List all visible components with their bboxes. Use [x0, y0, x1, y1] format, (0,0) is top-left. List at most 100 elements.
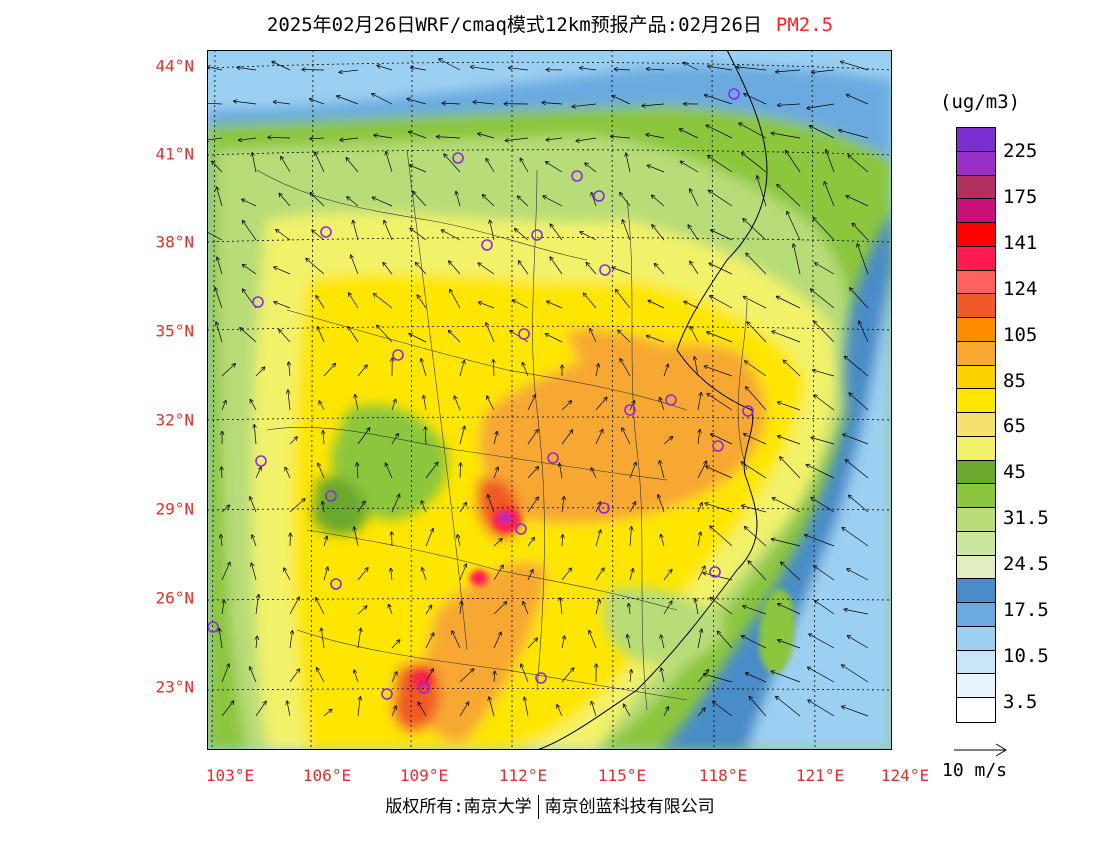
wind-arrow: [377, 325, 393, 343]
lon-label-106e: 106°E: [302, 766, 352, 785]
wind-arrow: [425, 529, 433, 547]
wind-arrow: [810, 126, 835, 139]
wind-arrow: [591, 468, 597, 479]
legend-label-141: 141: [1003, 232, 1038, 254]
wind-arrow: [315, 152, 325, 173]
wind-arrow: [690, 261, 699, 275]
wind-arrow: [439, 59, 461, 71]
wind-arrow: [255, 467, 261, 479]
copyright-company: 南京创蓝科技有限公司: [544, 797, 715, 817]
wind-arrow: [690, 189, 699, 207]
wind-arrow: [811, 289, 835, 309]
wind-arrow: [777, 185, 801, 207]
wind-arrow: [425, 462, 438, 479]
colorbar-segment: [957, 175, 995, 200]
wind-arrow: [276, 230, 291, 241]
wind-arrow: [742, 153, 767, 173]
wind-arrow: [777, 297, 801, 309]
wind-arrow: [737, 67, 767, 71]
wind-arrow: [357, 697, 360, 717]
wind-arrow: [527, 537, 534, 547]
wind-arrow: [707, 394, 733, 411]
legend-label-24-5: 24.5: [1003, 553, 1049, 575]
legend-label-10-5: 10.5: [1003, 645, 1049, 667]
wind-arrow: [357, 428, 370, 445]
wind-arrow: [683, 63, 699, 71]
colorbar-segment: [957, 270, 995, 295]
wind-arrow: [591, 193, 597, 207]
wind-arrow: [217, 257, 223, 275]
wind-arrow: [844, 356, 869, 377]
wind-arrow: [449, 261, 461, 275]
wind-arrow: [743, 606, 767, 615]
wind-arrow: [595, 530, 601, 547]
wind-arrow: [389, 605, 393, 615]
wind-arrow: [221, 562, 230, 581]
colorbar-segment: [957, 698, 995, 722]
wind-arrow: [493, 565, 503, 581]
wind-arrow: [557, 705, 563, 717]
wind-arrow: [710, 526, 733, 547]
wind-arrow: [842, 528, 869, 547]
wind-arrow: [319, 401, 325, 411]
wind-arrow: [690, 327, 699, 343]
wind-arrow: [584, 293, 597, 309]
wind-arrow: [850, 288, 869, 309]
wind-arrow: [545, 334, 563, 343]
wind-arrow: [647, 336, 665, 343]
wind-arrow: [704, 674, 733, 683]
wind-arrow: [410, 228, 427, 241]
wind-arrow: [826, 150, 835, 173]
wind-arrow: [242, 199, 257, 207]
legend-unit: (ug/m3): [940, 91, 1021, 113]
wind-arrow: [660, 461, 665, 479]
wind-arrow: [372, 197, 393, 207]
legend-colorbar: [956, 127, 996, 723]
wind-arrow: [743, 297, 767, 309]
wind-arrow: [811, 498, 835, 513]
wind-arrow: [355, 395, 359, 411]
wind-arrow: [586, 263, 597, 275]
wind-arrow: [221, 535, 222, 547]
wind-arrow: [493, 360, 494, 377]
wind-arrow: [459, 669, 474, 683]
wind-arrow: [688, 225, 699, 241]
wind-arrow: [806, 465, 835, 479]
wind-arrow: [698, 430, 700, 445]
wind-arrow: [778, 604, 801, 615]
wind-arrow: [279, 194, 291, 207]
wind-arrow: [778, 104, 801, 105]
colorbar-segment: [957, 531, 995, 556]
wind-arrow: [207, 137, 223, 140]
wind-arrow: [708, 156, 733, 173]
wind-arrow: [357, 463, 358, 479]
wind-arrow: [842, 665, 869, 683]
wind-arrow: [459, 702, 469, 717]
legend-label-31-5: 31.5: [1003, 507, 1049, 529]
legend-label-175: 175: [1003, 186, 1038, 208]
wind-arrow: [425, 427, 426, 445]
wind-arrow: [561, 636, 565, 649]
wind-arrow: [709, 190, 733, 207]
wind-arrow: [478, 263, 495, 275]
wind-arrow: [410, 165, 427, 173]
wind-arrow: [787, 212, 801, 241]
wind-arrow: [624, 704, 631, 717]
wind-arrow: [323, 536, 327, 547]
wind-arrow: [646, 135, 665, 139]
wind-arrow: [272, 62, 291, 71]
wind-arrow: [252, 535, 257, 547]
wind-arrow: [407, 99, 427, 105]
lat-label-38n: 38°N: [155, 232, 194, 252]
wind-arrow: [805, 535, 835, 547]
wind-arrow: [697, 566, 705, 581]
wind-arrow: [239, 137, 257, 140]
wind-arrow: [285, 467, 291, 479]
wind-arrow: [697, 503, 702, 513]
wind-arrow: [747, 322, 767, 343]
wind-arrow: [618, 330, 631, 343]
wind-arrow: [550, 257, 563, 275]
wind-arrow: [312, 230, 325, 241]
wind-arrow: [310, 138, 325, 139]
wind-arrow: [473, 102, 495, 105]
